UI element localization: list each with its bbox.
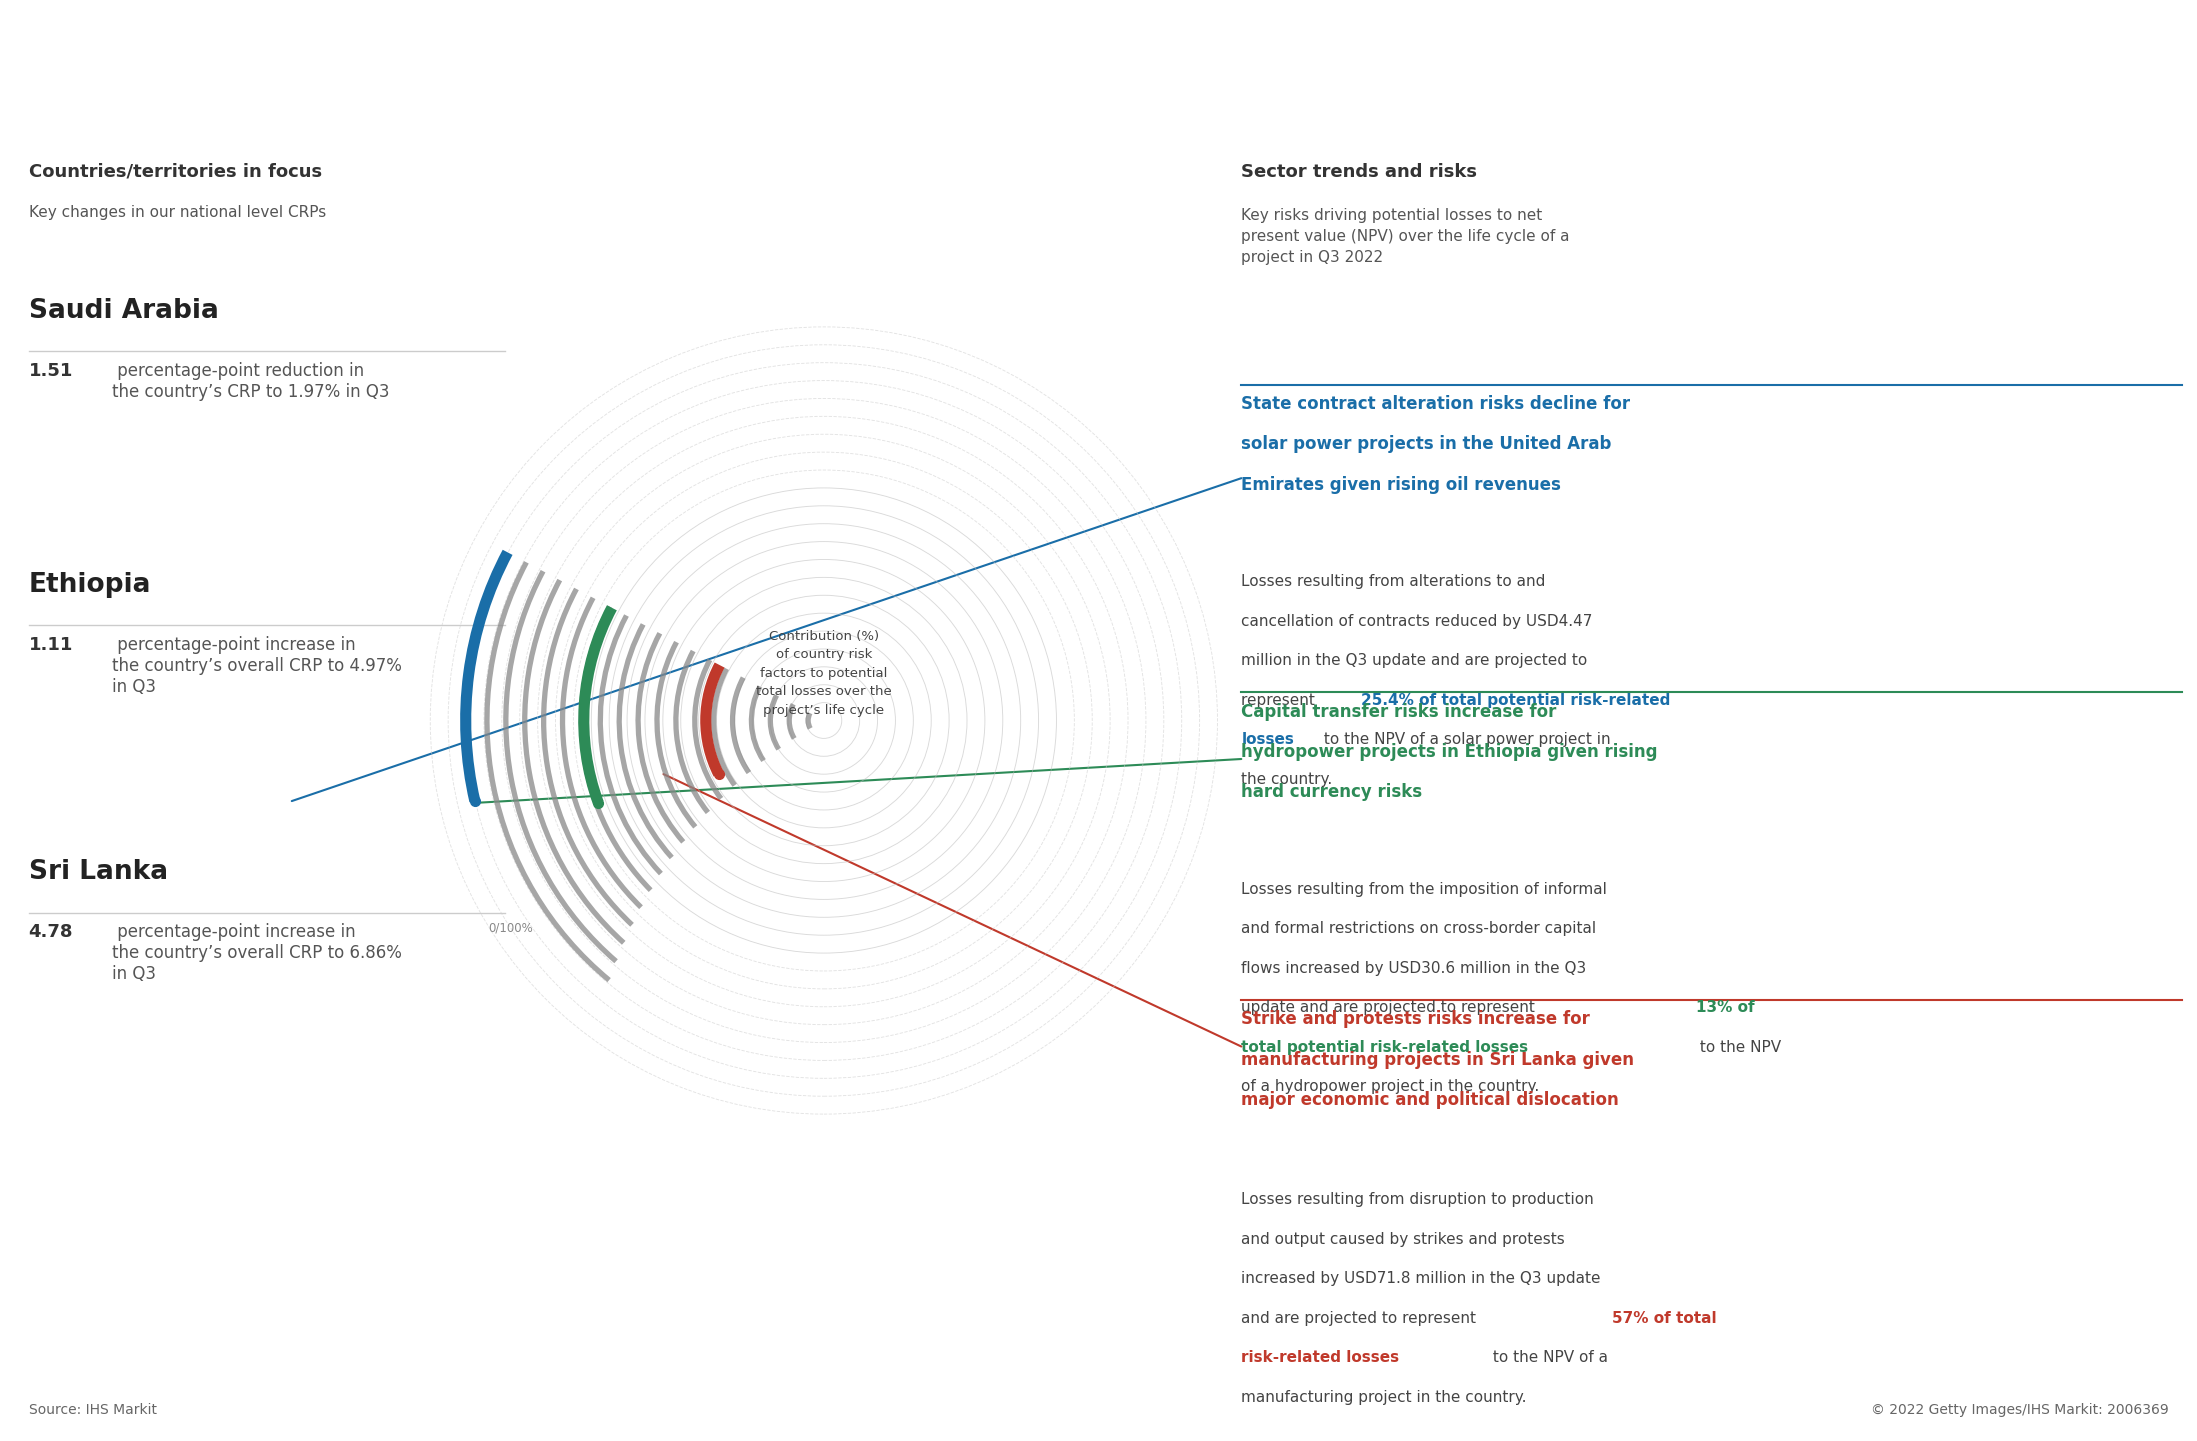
Text: major economic and political dislocation: major economic and political dislocation xyxy=(1241,1091,1619,1108)
Text: Losses resulting from disruption to production: Losses resulting from disruption to prod… xyxy=(1241,1192,1595,1208)
Text: Key risks driving potential losses to net
present value (NPV) over the life cycl: Key risks driving potential losses to ne… xyxy=(1241,208,1571,265)
Text: update and are projected to represent: update and are projected to represent xyxy=(1241,1000,1540,1016)
Text: 4.78: 4.78 xyxy=(29,924,73,941)
Text: flows increased by USD30.6 million in the Q3: flows increased by USD30.6 million in th… xyxy=(1241,961,1586,976)
Text: of a hydropower project in the country.: of a hydropower project in the country. xyxy=(1241,1079,1540,1094)
Text: Key changes in our national level CRPs: Key changes in our national level CRPs xyxy=(29,206,325,220)
Text: losses: losses xyxy=(1241,732,1294,748)
Text: to the NPV of a solar power project in: to the NPV of a solar power project in xyxy=(1318,732,1610,748)
Text: Sector trends and risks: Sector trends and risks xyxy=(1241,163,1476,180)
Text: Notable trends in IHS Markit's Country Risk Premiums for the Q3 2022 update: Notable trends in IHS Markit's Country R… xyxy=(29,37,1312,66)
Text: the country.: the country. xyxy=(1241,772,1334,787)
Text: 57% of total: 57% of total xyxy=(1613,1311,1718,1326)
Text: manufacturing project in the country.: manufacturing project in the country. xyxy=(1241,1389,1527,1405)
Text: Strike and protests risks increase for: Strike and protests risks increase for xyxy=(1241,1010,1591,1029)
Text: percentage-point increase in
the country’s overall CRP to 6.86%
in Q3: percentage-point increase in the country… xyxy=(112,924,402,983)
Text: and formal restrictions on cross-border capital: and formal restrictions on cross-border … xyxy=(1241,921,1597,937)
Text: Emirates given rising oil revenues: Emirates given rising oil revenues xyxy=(1241,476,1562,493)
Text: represent: represent xyxy=(1241,693,1320,708)
Text: solar power projects in the United Arab: solar power projects in the United Arab xyxy=(1241,435,1613,454)
Text: Countries/territories in focus: Countries/territories in focus xyxy=(29,163,321,180)
Text: 1.11: 1.11 xyxy=(29,635,73,654)
Text: Sri Lanka: Sri Lanka xyxy=(29,859,167,885)
Text: Losses resulting from the imposition of informal: Losses resulting from the imposition of … xyxy=(1241,882,1608,898)
Text: 0/100%: 0/100% xyxy=(488,921,532,934)
Text: Ethiopia: Ethiopia xyxy=(29,572,152,598)
Text: State contract alteration risks decline for: State contract alteration risks decline … xyxy=(1241,395,1630,414)
Text: Losses resulting from alterations to and: Losses resulting from alterations to and xyxy=(1241,575,1547,589)
Text: percentage-point reduction in
the country’s CRP to 1.97% in Q3: percentage-point reduction in the countr… xyxy=(112,362,389,401)
Text: to the NPV of a: to the NPV of a xyxy=(1487,1350,1608,1365)
Text: Contribution (%)
of country risk
factors to potential
total losses over the
proj: Contribution (%) of country risk factors… xyxy=(756,630,892,716)
Text: 25.4% of total potential risk-related: 25.4% of total potential risk-related xyxy=(1360,693,1670,708)
Text: increased by USD71.8 million in the Q3 update: increased by USD71.8 million in the Q3 u… xyxy=(1241,1271,1602,1287)
Text: and are projected to represent: and are projected to represent xyxy=(1241,1311,1481,1326)
Text: hard currency risks: hard currency risks xyxy=(1241,782,1421,801)
Text: total potential risk-related losses: total potential risk-related losses xyxy=(1241,1040,1529,1055)
Text: manufacturing projects in Sri Lanka given: manufacturing projects in Sri Lanka give… xyxy=(1241,1050,1635,1069)
Text: cancellation of contracts reduced by USD4.47: cancellation of contracts reduced by USD… xyxy=(1241,614,1593,628)
Text: and output caused by strikes and protests: and output caused by strikes and protest… xyxy=(1241,1232,1564,1246)
Text: Source: IHS Markit: Source: IHS Markit xyxy=(29,1404,156,1417)
Text: © 2022 Getty Images/IHS Markit: 2006369: © 2022 Getty Images/IHS Markit: 2006369 xyxy=(1870,1404,2168,1417)
Text: Capital transfer risks increase for: Capital transfer risks increase for xyxy=(1241,703,1558,720)
Text: Saudi Arabia: Saudi Arabia xyxy=(29,298,218,324)
Text: hydropower projects in Ethiopia given rising: hydropower projects in Ethiopia given ri… xyxy=(1241,744,1659,761)
Text: percentage-point increase in
the country’s overall CRP to 4.97%
in Q3: percentage-point increase in the country… xyxy=(112,635,402,696)
Text: 1.51: 1.51 xyxy=(29,362,73,380)
Text: risk-related losses: risk-related losses xyxy=(1241,1350,1399,1365)
Text: to the NPV: to the NPV xyxy=(1696,1040,1782,1055)
Text: million in the Q3 update and are projected to: million in the Q3 update and are project… xyxy=(1241,653,1588,669)
Text: 13% of: 13% of xyxy=(1696,1000,1755,1016)
